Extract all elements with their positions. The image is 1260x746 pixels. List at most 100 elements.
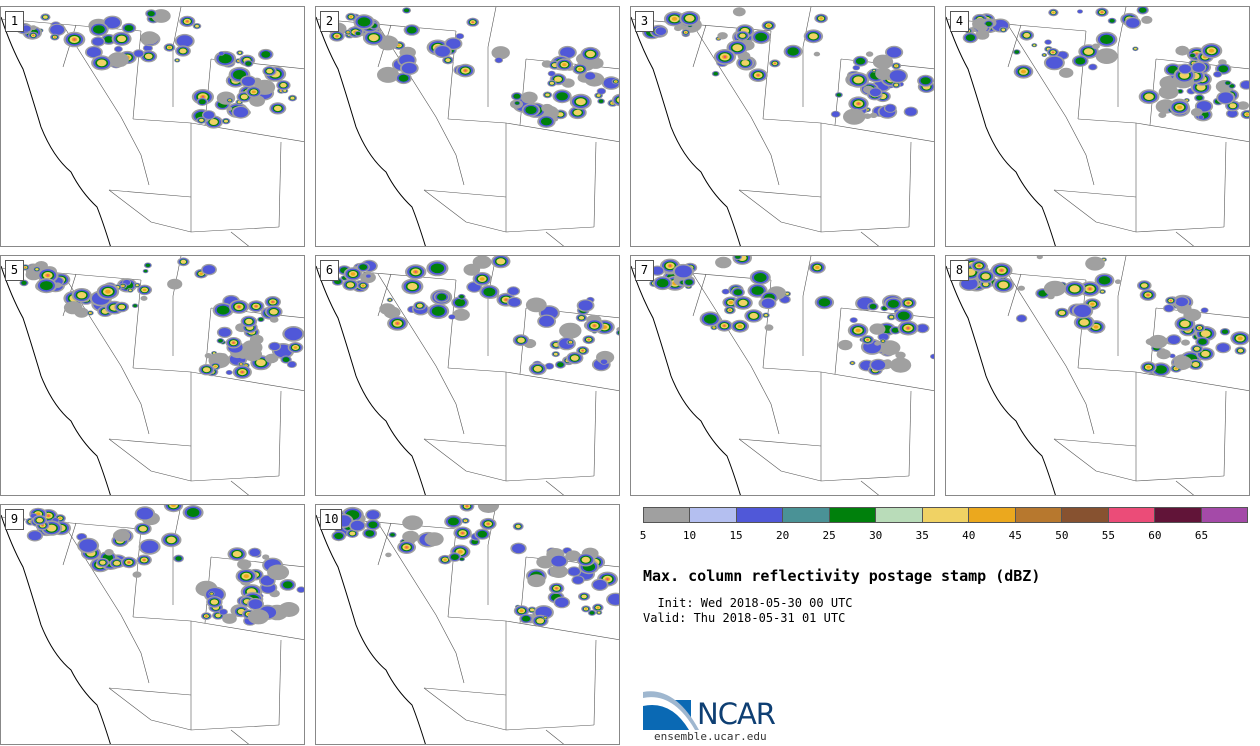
storm-cell — [551, 555, 567, 567]
storm-cell — [1043, 54, 1045, 56]
storm-cell — [365, 530, 375, 537]
member-panel-2[interactable]: 2 — [315, 6, 620, 247]
boundary-line — [505, 724, 595, 731]
storm-cell — [287, 361, 296, 368]
storm-cell — [1200, 330, 1211, 337]
boundary-line — [447, 367, 507, 373]
boundary-line — [230, 231, 249, 246]
storm-cell — [569, 341, 572, 343]
storm-cell — [385, 552, 392, 558]
storm-cell — [1208, 48, 1215, 53]
member-number-label: 3 — [635, 11, 654, 32]
storm-cell — [871, 360, 886, 370]
storm-cell — [1017, 285, 1025, 291]
storm-cell — [140, 540, 159, 554]
member-panel-4[interactable]: 4 — [945, 6, 1250, 247]
storm-cell — [545, 363, 554, 369]
storm-cell — [819, 17, 823, 20]
storm-cell — [198, 99, 206, 105]
boundary-line — [692, 273, 707, 317]
storm-cell — [1245, 113, 1249, 116]
storm-cell — [58, 517, 62, 520]
storm-cell — [274, 105, 282, 112]
boundary-line — [908, 141, 912, 228]
member-panel-7[interactable]: 7 — [630, 255, 935, 496]
storm-cell — [1126, 18, 1140, 28]
storm-cell — [882, 340, 884, 342]
boundary-line — [132, 118, 192, 124]
member-panel-5[interactable]: 5 — [0, 255, 305, 496]
storm-cell — [1194, 346, 1200, 351]
storm-cell — [143, 269, 148, 273]
storm-cell — [496, 258, 506, 265]
storm-core — [685, 31, 687, 33]
storm-cell — [1221, 329, 1229, 334]
storm-cell — [203, 111, 215, 119]
storm-cell — [199, 118, 204, 122]
boundary-line — [1, 18, 142, 32]
storm-cell — [853, 76, 864, 84]
member-panel-9[interactable]: 9 — [0, 504, 305, 745]
member-panel-8[interactable]: 8 — [945, 255, 1250, 496]
member-panel-6[interactable]: 6 — [315, 255, 620, 496]
storm-cell — [548, 71, 555, 76]
storm-core — [588, 338, 590, 341]
storm-cell — [448, 314, 456, 320]
storm-cell — [140, 295, 148, 301]
boundary-line — [487, 256, 497, 356]
storm-cell — [260, 575, 274, 586]
ncar-logo[interactable] — [643, 688, 793, 746]
storm-cell — [431, 306, 445, 316]
colorbar-swatch — [829, 508, 877, 522]
storm-cell — [851, 362, 854, 364]
boundary-line — [1007, 24, 1095, 186]
storm-cell — [214, 365, 217, 368]
colorbar-swatch — [690, 508, 737, 522]
storm-cell — [557, 362, 564, 368]
storm-cell — [114, 46, 122, 52]
storm-cell — [249, 548, 261, 557]
boundary-line — [946, 265, 1056, 495]
storm-cell — [562, 63, 567, 67]
storm-cell — [890, 357, 912, 373]
logo-url[interactable]: ensemble.ucar.edu — [654, 730, 767, 743]
member-panel-1[interactable]: 1 — [0, 6, 305, 247]
colorbar-tick-label: 55 — [1101, 529, 1115, 542]
storm-cell — [869, 88, 881, 97]
storm-cell — [713, 326, 715, 329]
storm-cell — [1085, 256, 1105, 271]
storm-cell — [350, 520, 365, 531]
storm-cell — [407, 283, 418, 290]
member-panel-3[interactable]: 3 — [630, 6, 935, 247]
storm-cell — [258, 317, 264, 321]
storm-cell — [596, 94, 601, 97]
boundary-line — [738, 438, 822, 482]
colorbar-tick-label: 45 — [1008, 529, 1022, 542]
colorbar-swatch — [969, 508, 1016, 522]
storm-cell — [416, 303, 423, 308]
boundary-line — [1135, 122, 1249, 142]
storm-cell — [186, 508, 200, 517]
storm-cell — [741, 60, 750, 66]
reflectivity-map — [1, 505, 304, 744]
boundary-line — [1175, 231, 1194, 246]
boundary-line — [840, 307, 934, 319]
storm-cell — [406, 26, 417, 34]
storm-cell — [216, 305, 230, 315]
member-panel-10[interactable]: 10 — [315, 504, 620, 745]
storm-cell — [787, 47, 799, 56]
storm-cell — [179, 48, 187, 54]
storm-core — [396, 322, 399, 325]
storm-cell — [491, 46, 510, 60]
storm-cell — [1218, 92, 1234, 104]
storm-cell — [249, 334, 264, 345]
storm-cell — [539, 315, 555, 327]
boundary-line — [1053, 189, 1137, 233]
storm-cell — [132, 571, 142, 578]
storm-cell — [140, 31, 159, 45]
storm-cell — [401, 63, 417, 74]
storm-core — [505, 298, 508, 301]
storm-cell — [517, 337, 525, 343]
storm-cell — [238, 51, 242, 54]
storm-cell — [560, 47, 575, 58]
